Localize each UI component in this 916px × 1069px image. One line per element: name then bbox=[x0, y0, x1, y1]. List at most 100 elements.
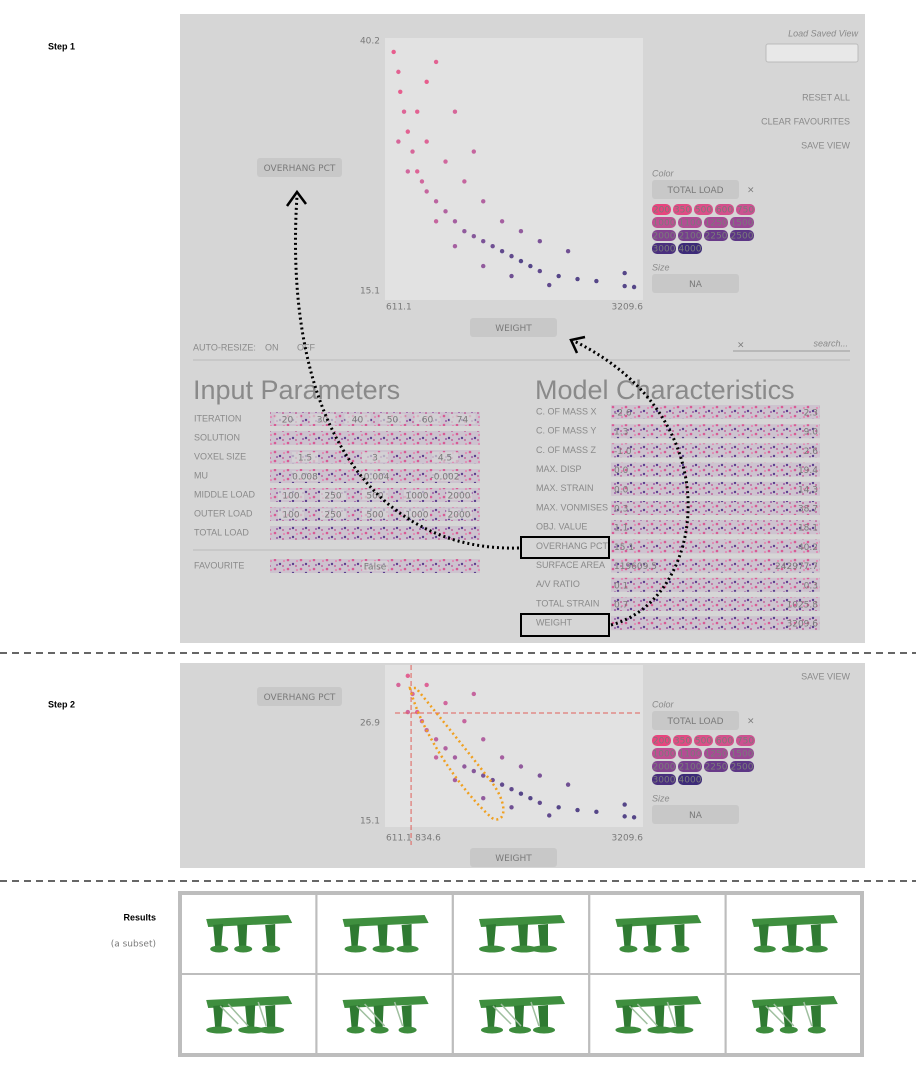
color-chip[interactable] bbox=[704, 230, 728, 241]
render-slab bbox=[615, 915, 702, 927]
characteristic-strip[interactable] bbox=[611, 577, 820, 592]
color-chip-label: 1500 bbox=[731, 750, 754, 760]
size-field[interactable] bbox=[652, 805, 739, 824]
color-field[interactable] bbox=[652, 180, 739, 199]
render-leg bbox=[810, 924, 821, 947]
scatter-point bbox=[433, 199, 439, 204]
saved-view-dropdown[interactable] bbox=[765, 43, 859, 63]
color-field[interactable] bbox=[652, 711, 739, 730]
render-base bbox=[509, 1026, 531, 1034]
render-leg bbox=[213, 924, 224, 947]
strip-label-bg bbox=[292, 452, 318, 462]
y-axis-button[interactable] bbox=[257, 687, 342, 706]
scatter-point bbox=[405, 709, 411, 715]
scatter-point bbox=[565, 248, 571, 254]
x-axis-button-label: WEIGHT bbox=[495, 854, 532, 864]
color-chip[interactable] bbox=[730, 748, 754, 759]
color-chip-label: 1250 bbox=[705, 219, 728, 229]
size-field[interactable] bbox=[652, 274, 739, 293]
render-base bbox=[206, 1026, 233, 1034]
color-chip[interactable] bbox=[652, 761, 676, 772]
color-chip[interactable] bbox=[678, 748, 702, 759]
scatter-point bbox=[443, 159, 448, 164]
render-base bbox=[753, 945, 776, 953]
param-strip[interactable] bbox=[270, 431, 480, 445]
color-chip[interactable] bbox=[652, 230, 676, 241]
x-axis-button[interactable] bbox=[470, 848, 557, 867]
color-chip[interactable] bbox=[652, 774, 676, 785]
action-button[interactable]: SAVE VIEW bbox=[801, 140, 850, 150]
color-chip[interactable] bbox=[730, 761, 754, 772]
characteristic-strip[interactable] bbox=[611, 462, 820, 477]
characteristic-strip[interactable] bbox=[611, 501, 820, 515]
color-chip-label: 2500 bbox=[731, 763, 754, 773]
color-chip[interactable] bbox=[678, 761, 702, 772]
characteristic-strip[interactable] bbox=[611, 424, 820, 439]
scatter-point bbox=[575, 807, 580, 813]
scatter-point bbox=[518, 791, 524, 796]
color-chip[interactable] bbox=[730, 217, 754, 228]
color-chip[interactable] bbox=[652, 243, 676, 254]
color-chip[interactable] bbox=[652, 748, 676, 759]
color-chip-label: 1100 bbox=[679, 219, 702, 229]
characteristic-max: 40.2 bbox=[798, 543, 818, 553]
characteristic-strip[interactable] bbox=[611, 539, 820, 554]
color-chip[interactable] bbox=[652, 217, 676, 228]
characteristic-strip[interactable] bbox=[611, 520, 820, 535]
characteristic-strip[interactable] bbox=[611, 405, 820, 419]
characteristic-strip[interactable] bbox=[611, 443, 820, 458]
color-chip[interactable] bbox=[736, 735, 755, 746]
color-chip-label: 350 bbox=[674, 737, 691, 747]
characteristic-strip[interactable] bbox=[611, 597, 820, 611]
render-base bbox=[234, 945, 253, 953]
color-chip-label: 2250 bbox=[705, 763, 728, 773]
y-axis-button[interactable] bbox=[257, 158, 342, 177]
x-max: 3209.6 bbox=[612, 834, 644, 844]
section-title: Model Characteristics bbox=[535, 375, 795, 405]
scatter-point bbox=[631, 284, 637, 290]
y-min: 15.1 bbox=[360, 817, 380, 827]
color-chip[interactable] bbox=[673, 204, 692, 215]
scatter-point bbox=[471, 768, 477, 774]
color-chip[interactable] bbox=[694, 204, 713, 215]
color-chip[interactable] bbox=[730, 230, 754, 241]
color-chip[interactable] bbox=[715, 204, 734, 215]
strip-label: 1000 bbox=[406, 492, 429, 502]
color-chip[interactable] bbox=[678, 774, 702, 785]
scatter-point bbox=[547, 282, 552, 288]
color-chip-label: 600 bbox=[716, 206, 733, 216]
section-title: Input Parameters bbox=[193, 375, 400, 405]
scatter-point bbox=[499, 219, 505, 224]
characteristic-strip[interactable] bbox=[611, 616, 820, 631]
step-label: Results bbox=[123, 912, 156, 922]
characteristic-strip[interactable] bbox=[611, 558, 820, 573]
color-chip[interactable] bbox=[736, 204, 755, 215]
color-chip[interactable] bbox=[678, 217, 702, 228]
param-name: VOXEL SIZE bbox=[194, 451, 246, 461]
scatter-point bbox=[402, 655, 406, 659]
color-chip[interactable] bbox=[652, 204, 671, 215]
param-name: OUTER LOAD bbox=[194, 508, 253, 518]
color-chip[interactable] bbox=[704, 748, 728, 759]
strip-label-bg bbox=[432, 471, 458, 481]
color-chip[interactable] bbox=[704, 217, 728, 228]
toggle-on[interactable]: ON bbox=[265, 342, 279, 352]
color-chip[interactable] bbox=[673, 735, 692, 746]
action-button[interactable]: SAVE VIEW bbox=[801, 671, 850, 681]
color-chip[interactable] bbox=[678, 230, 702, 241]
color-chip[interactable] bbox=[652, 735, 671, 746]
action-button[interactable]: CLEAR FAVOURITES bbox=[761, 116, 850, 126]
action-button[interactable]: RESET ALL bbox=[802, 92, 850, 102]
param-strip[interactable] bbox=[270, 526, 480, 540]
scatter-point bbox=[509, 273, 514, 279]
scatter-point bbox=[556, 273, 561, 279]
characteristic-strip[interactable] bbox=[611, 481, 820, 496]
render bbox=[751, 996, 838, 1034]
color-chip[interactable] bbox=[704, 761, 728, 772]
color-chip[interactable] bbox=[715, 735, 734, 746]
param-strip[interactable] bbox=[270, 412, 480, 426]
color-chip[interactable] bbox=[694, 735, 713, 746]
x-axis-button[interactable] bbox=[470, 318, 557, 337]
color-chip[interactable] bbox=[678, 243, 702, 254]
characteristic-min: 0.0 bbox=[614, 466, 629, 476]
